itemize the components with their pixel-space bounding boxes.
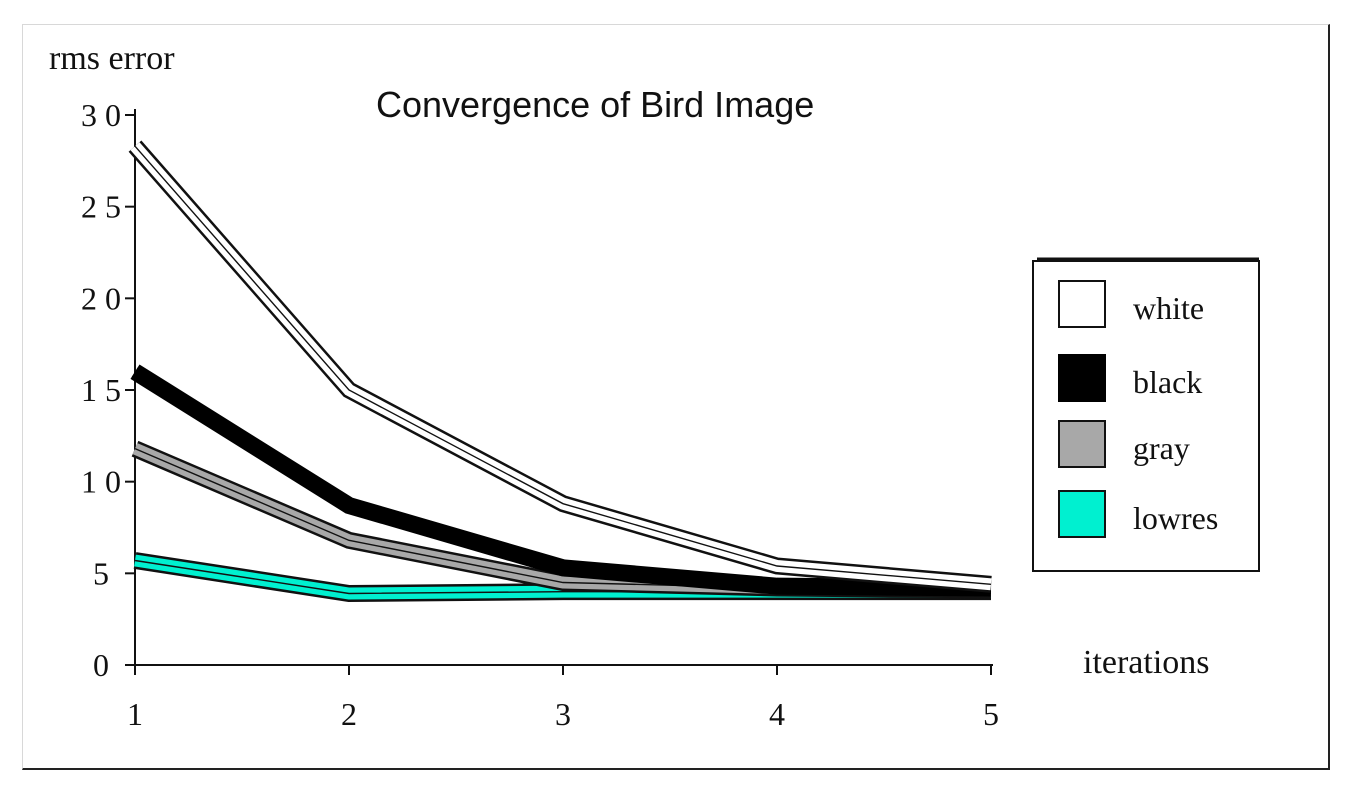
y-tick-label: 1 0 bbox=[81, 464, 121, 500]
series-edge bbox=[134, 371, 992, 589]
x-tick-label: 3 bbox=[555, 696, 571, 732]
legend-label: gray bbox=[1133, 430, 1190, 466]
chart-frame: 0 5 1 0 1 5 2 0 2 5 3 0 1 2 3 4 5 Convergence of Bi… bbox=[22, 24, 1330, 770]
series-outline bbox=[130, 364, 992, 597]
legend-item-gray: gray bbox=[1058, 420, 1190, 468]
legend-swatch bbox=[1058, 354, 1106, 402]
x-axis-label: iterations bbox=[1083, 644, 1210, 681]
y-tick-label: 3 0 bbox=[81, 97, 121, 133]
axes: 0 5 1 0 1 5 2 0 2 5 3 0 1 2 3 4 5 bbox=[81, 97, 999, 732]
x-tick-label: 2 bbox=[341, 696, 357, 732]
y-axis-label: rms error bbox=[49, 40, 175, 77]
legend-item-black: black bbox=[1058, 354, 1202, 402]
chart-title: Convergence of Bird Image bbox=[376, 84, 814, 125]
x-tick-label: 5 bbox=[983, 696, 999, 732]
legend-swatch bbox=[1058, 420, 1106, 468]
y-tick-label: 5 bbox=[93, 555, 109, 591]
y-tick-label: 2 0 bbox=[81, 280, 121, 316]
x-tick-label: 4 bbox=[769, 696, 785, 732]
y-tick-label: 2 5 bbox=[81, 189, 121, 225]
legend-label: white bbox=[1133, 290, 1204, 326]
series-outline bbox=[128, 140, 992, 593]
series-white bbox=[128, 140, 992, 593]
labels-layer: Convergence of Bird Image rms error iter… bbox=[49, 40, 1210, 681]
y-tick-label: 0 bbox=[93, 647, 109, 683]
series-black bbox=[130, 364, 992, 597]
series-layer bbox=[128, 140, 992, 603]
legend-swatch bbox=[1058, 490, 1106, 538]
legend-item-white: white bbox=[1058, 280, 1204, 328]
legend: white black gray lowres bbox=[1032, 257, 1260, 572]
series-line bbox=[130, 142, 992, 591]
legend-swatch bbox=[1058, 280, 1106, 328]
line-chart: 0 5 1 0 1 5 2 0 2 5 3 0 1 2 3 4 5 Convergence of Bi… bbox=[49, 40, 1260, 732]
legend-label: lowres bbox=[1133, 500, 1218, 536]
legend-item-lowres: lowres bbox=[1058, 490, 1218, 538]
x-tick-label: 1 bbox=[127, 696, 143, 732]
y-tick-label: 1 5 bbox=[81, 372, 121, 408]
legend-label: black bbox=[1133, 364, 1202, 400]
series-line bbox=[131, 366, 992, 594]
series-edge bbox=[134, 145, 992, 586]
